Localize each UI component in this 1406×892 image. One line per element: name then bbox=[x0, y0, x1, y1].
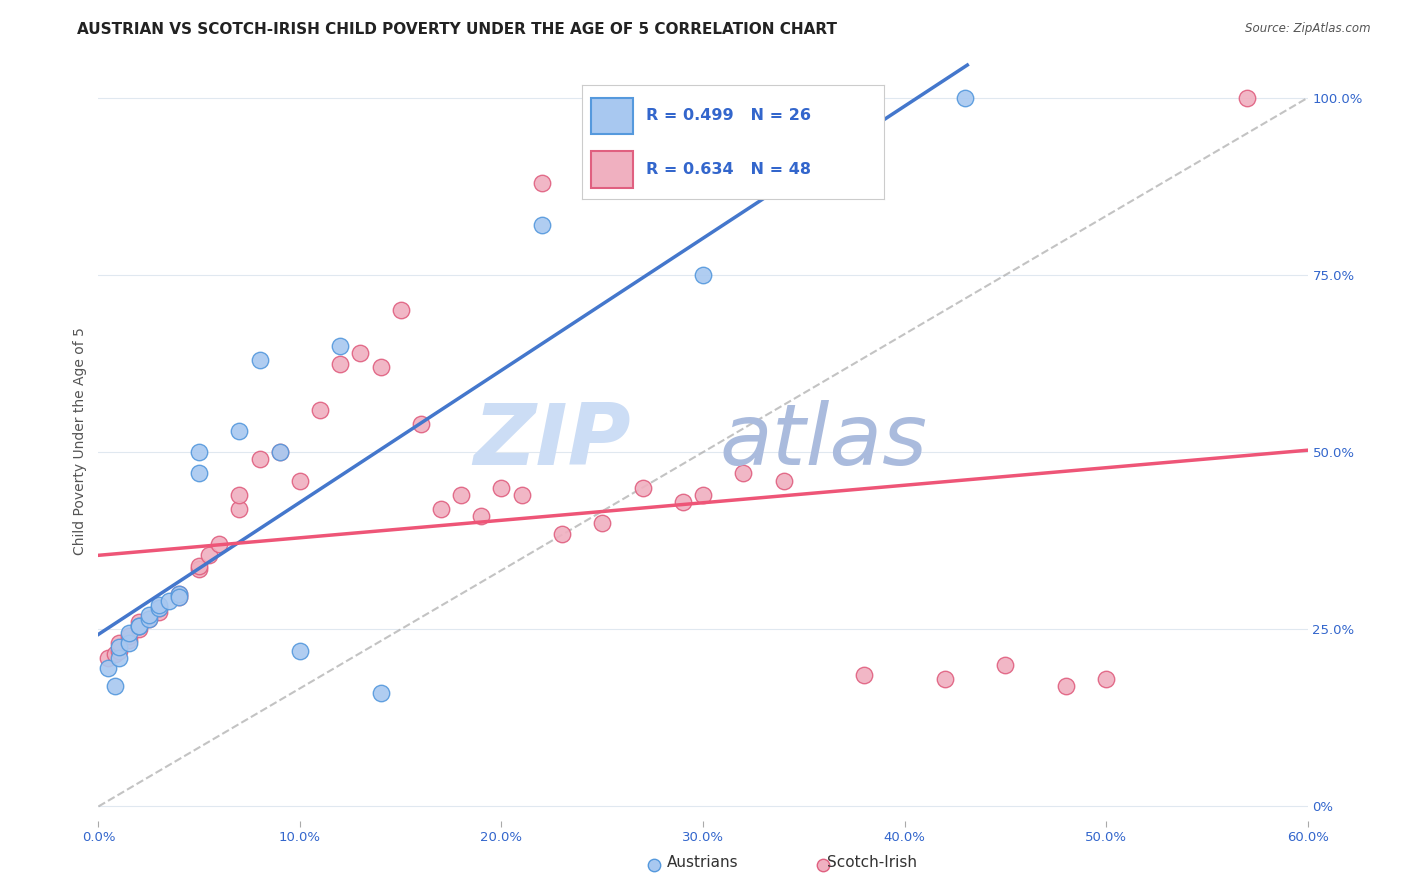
Point bbox=[249, 353, 271, 368]
Point bbox=[530, 219, 553, 233]
Point bbox=[491, 481, 513, 495]
Point bbox=[288, 643, 311, 657]
Text: Austrians: Austrians bbox=[668, 855, 738, 870]
Point bbox=[148, 605, 170, 619]
Point bbox=[118, 625, 141, 640]
Point bbox=[530, 176, 553, 190]
Point bbox=[249, 452, 271, 467]
Point bbox=[167, 587, 190, 601]
Point bbox=[103, 647, 125, 661]
Text: atlas: atlas bbox=[720, 400, 928, 483]
Point bbox=[167, 591, 190, 605]
Point bbox=[349, 346, 371, 360]
Point bbox=[450, 488, 472, 502]
Point bbox=[1095, 672, 1118, 686]
Point bbox=[118, 629, 141, 643]
Point bbox=[994, 657, 1017, 672]
Point bbox=[107, 640, 129, 654]
Point bbox=[430, 501, 453, 516]
Point bbox=[631, 481, 654, 495]
Point bbox=[551, 526, 574, 541]
Point bbox=[188, 562, 211, 576]
Point bbox=[188, 445, 211, 459]
Point bbox=[103, 679, 125, 693]
Point bbox=[138, 608, 160, 623]
Point bbox=[643, 858, 665, 872]
Point bbox=[138, 612, 160, 626]
Point bbox=[329, 357, 352, 371]
Point bbox=[409, 417, 432, 431]
Point bbox=[591, 516, 613, 530]
Point bbox=[107, 636, 129, 650]
Point bbox=[228, 501, 250, 516]
Point bbox=[853, 668, 876, 682]
Point bbox=[470, 508, 492, 523]
Point bbox=[228, 488, 250, 502]
Point bbox=[934, 672, 956, 686]
Point bbox=[97, 661, 120, 675]
Point bbox=[733, 467, 755, 481]
Point bbox=[107, 650, 129, 665]
Point bbox=[138, 612, 160, 626]
Point bbox=[148, 601, 170, 615]
Point bbox=[228, 424, 250, 438]
Point bbox=[269, 445, 291, 459]
Point bbox=[208, 537, 231, 551]
Text: ZIP: ZIP bbox=[472, 400, 630, 483]
Point bbox=[97, 650, 120, 665]
Text: AUSTRIAN VS SCOTCH-IRISH CHILD POVERTY UNDER THE AGE OF 5 CORRELATION CHART: AUSTRIAN VS SCOTCH-IRISH CHILD POVERTY U… bbox=[77, 22, 838, 37]
Point bbox=[370, 360, 392, 375]
Point bbox=[148, 601, 170, 615]
Text: Scotch-Irish: Scotch-Irish bbox=[827, 855, 917, 870]
Point bbox=[953, 91, 976, 105]
Point bbox=[692, 488, 714, 502]
Point bbox=[128, 623, 150, 637]
Point bbox=[772, 474, 794, 488]
Point bbox=[1054, 679, 1077, 693]
Point bbox=[692, 268, 714, 282]
Point bbox=[370, 686, 392, 700]
Point bbox=[269, 445, 291, 459]
Point bbox=[107, 643, 129, 657]
Point bbox=[148, 598, 170, 612]
Point bbox=[128, 619, 150, 633]
Point bbox=[128, 615, 150, 630]
Point bbox=[389, 303, 412, 318]
Point bbox=[167, 587, 190, 601]
Point bbox=[309, 402, 332, 417]
Point bbox=[188, 467, 211, 481]
Point bbox=[118, 636, 141, 650]
Point bbox=[811, 858, 834, 872]
Text: Source: ZipAtlas.com: Source: ZipAtlas.com bbox=[1246, 22, 1371, 36]
Point bbox=[198, 548, 221, 562]
Point bbox=[167, 591, 190, 605]
Point bbox=[118, 632, 141, 647]
Point bbox=[510, 488, 533, 502]
Point bbox=[128, 619, 150, 633]
Point bbox=[188, 558, 211, 573]
Y-axis label: Child Poverty Under the Age of 5: Child Poverty Under the Age of 5 bbox=[73, 327, 87, 556]
Point bbox=[128, 619, 150, 633]
Point bbox=[1236, 91, 1258, 105]
Point bbox=[329, 339, 352, 353]
Point bbox=[157, 594, 180, 608]
Point bbox=[672, 495, 695, 509]
Point bbox=[288, 474, 311, 488]
